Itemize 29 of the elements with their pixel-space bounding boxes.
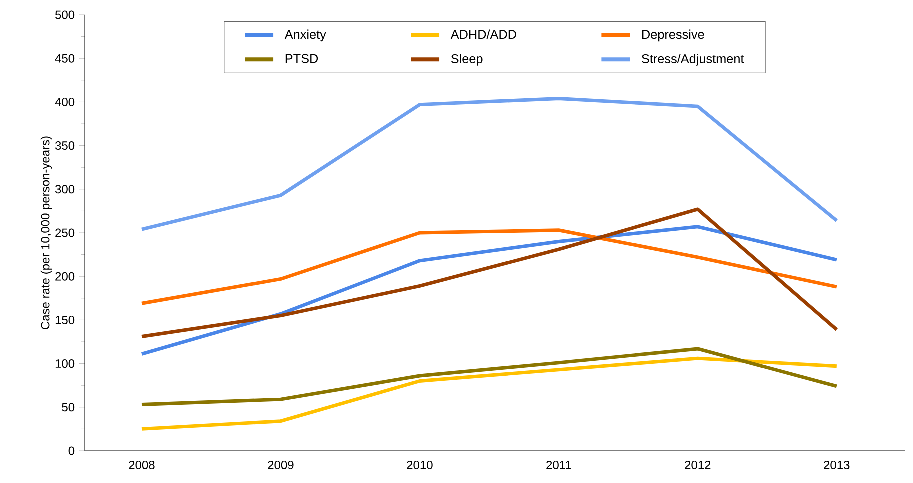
legend-label: Depressive — [642, 30, 704, 42]
line-series — [140, 347, 839, 407]
y-tick-label: 500 — [56, 10, 75, 20]
legend-label: Stress/Adjustment — [642, 54, 744, 66]
x-tick-label: 2011 — [546, 460, 572, 470]
line-series — [140, 228, 839, 306]
x-tick-label: 2008 — [129, 460, 155, 470]
legend-label: PTSD — [286, 54, 318, 64]
x-tick-label: 2009 — [268, 460, 294, 470]
y-axis-title: Case rate (per 10,000 person-years) — [40, 136, 52, 330]
x-tick-label: 2010 — [407, 460, 433, 470]
x-tick-label: 2012 — [685, 460, 711, 470]
y-tick-label: 200 — [56, 272, 75, 281]
y-tick-label: 150 — [56, 316, 75, 324]
line-series — [140, 225, 839, 356]
line-series — [140, 208, 839, 339]
legend-label: Sleep — [451, 54, 483, 66]
y-tick-label: 0 — [68, 446, 75, 456]
y-tick-label: 350 — [55, 142, 75, 150]
y-tick-label: 50 — [62, 403, 75, 412]
legend-label: ADHD/ADD — [450, 30, 516, 40]
y-tick-label: 250 — [56, 228, 75, 238]
line-series — [140, 96, 839, 232]
y-tick-label: 400 — [55, 98, 75, 106]
y-tick-label: 450 — [55, 54, 75, 63]
y-tick-label: 100 — [56, 360, 75, 368]
y-tick-label: 300 — [55, 185, 75, 194]
x-tick-label: 2013 — [824, 460, 850, 470]
legend-label: Anxiety — [284, 30, 326, 42]
